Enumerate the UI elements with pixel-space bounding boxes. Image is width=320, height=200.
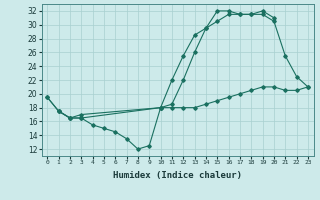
X-axis label: Humidex (Indice chaleur): Humidex (Indice chaleur) bbox=[113, 171, 242, 180]
